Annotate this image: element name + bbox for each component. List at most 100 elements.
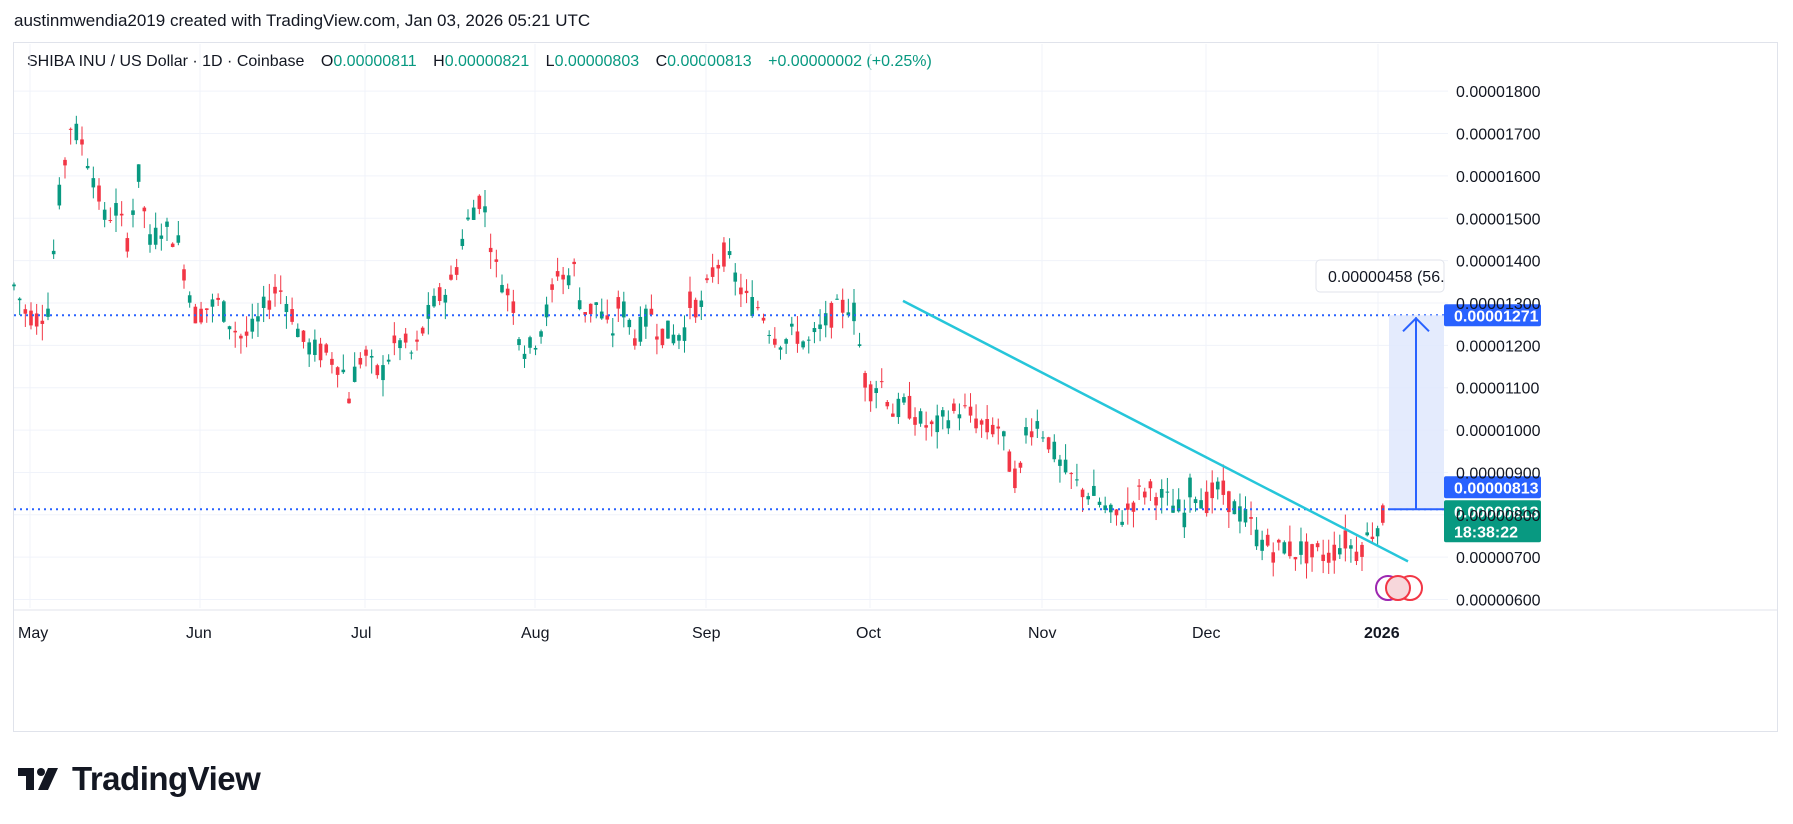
candle-down [364, 349, 368, 356]
candle-down [891, 413, 895, 417]
candle-up [835, 298, 839, 300]
low-value: 0.00000803 [554, 53, 640, 70]
candle-down [335, 367, 340, 375]
symbol-title[interactable]: SHIBA INU / US Dollar · 1D · Coinbase [27, 53, 305, 70]
price-tick-label: 0.00001500 [1456, 211, 1541, 228]
candle-down [840, 299, 845, 313]
candle-up [369, 355, 374, 358]
candle-up [644, 308, 648, 327]
tradingview-brand[interactable]: TradingView [18, 760, 261, 798]
candle-down [1310, 544, 1314, 558]
candle-up [74, 123, 79, 141]
measure-bottom-price-badge-box [1444, 476, 1541, 499]
candle-up [946, 420, 951, 429]
candle-down [454, 267, 459, 275]
open-value: 0.00000811 [333, 53, 417, 70]
candle-up [261, 296, 266, 308]
candle-up [544, 304, 549, 318]
candle-down [1069, 473, 1074, 475]
candle-down [233, 330, 238, 333]
open-label: O [320, 53, 334, 70]
time-tick-label: Jul [351, 625, 371, 642]
measure-tooltip[interactable]: 0.00000458 (56. [1315, 259, 1445, 293]
candle-up [426, 304, 431, 319]
candle-up [500, 284, 504, 293]
candle-up [1232, 501, 1237, 515]
candle-up [1176, 499, 1181, 512]
price-tick-label: 0.00001800 [1456, 84, 1541, 101]
price-tick-label: 0.00001300 [1456, 296, 1541, 313]
candle-up [295, 328, 300, 338]
candle-up [784, 339, 788, 344]
candle-down [885, 401, 890, 407]
candle-up [823, 313, 828, 326]
time-tick-label: Dec [1192, 625, 1220, 642]
candle-down [633, 338, 637, 346]
candle-down [437, 287, 442, 302]
time-tick-label: Sep [692, 625, 721, 642]
candle-down [1354, 551, 1359, 562]
candle-down [716, 264, 721, 269]
measure-top-price-badge-text: 0.00001271 [1454, 308, 1539, 325]
candle-down [1013, 468, 1017, 489]
candle-up [857, 344, 862, 346]
trendline [902, 299, 1409, 563]
low-label: L [545, 53, 555, 70]
candle-down [605, 315, 610, 320]
candle-down [119, 213, 124, 216]
candle-up [460, 238, 465, 246]
candle-down [23, 309, 28, 314]
candle-down [1276, 539, 1281, 543]
candle-down [1018, 462, 1023, 468]
measure-bottom-price-badge[interactable]: 0.00000813 [1444, 476, 1541, 499]
candle-down [29, 310, 33, 326]
candle-down [40, 320, 45, 324]
price-tick-label: 0.00001600 [1456, 169, 1541, 186]
candle-down [1142, 491, 1147, 498]
candle-down [555, 271, 560, 277]
candle-up [677, 335, 681, 341]
candle-down [913, 417, 917, 425]
last-price-badge[interactable]: 0.00000813 18:38:22 [1444, 500, 1541, 543]
candle-up [1086, 496, 1091, 500]
last-price-badge-text: 18:38:22 [1454, 524, 1518, 541]
tradingview-logo-icon [18, 768, 58, 790]
candle-down [722, 242, 726, 267]
candle-up [622, 301, 626, 318]
candle-up [131, 210, 135, 215]
candle-up [1365, 532, 1369, 536]
high-label: H [433, 53, 445, 70]
candle-up [313, 339, 317, 355]
candle-up [682, 327, 687, 341]
candle-up [46, 308, 50, 317]
candle-down [449, 274, 453, 280]
drawings-group: 0.00000458 (56.0.000012710.000008130.000… [14, 259, 1541, 601]
candle-up [1299, 541, 1303, 555]
chart-frame[interactable] [13, 42, 1778, 732]
measure-top-price-badge[interactable]: 0.00001271 [1444, 304, 1541, 327]
candle-up [1238, 506, 1242, 522]
candle-up [1199, 500, 1203, 509]
close-value: 0.00000813 [667, 53, 752, 70]
candle-down [1321, 554, 1325, 562]
candle-down [688, 291, 692, 308]
candle-up [398, 340, 402, 349]
candle-down [68, 128, 73, 130]
candle-up [250, 318, 255, 332]
candle-down [739, 287, 743, 295]
candle-down [1046, 437, 1051, 450]
candle-up [1002, 431, 1006, 437]
time-axis[interactable]: May Jun Jul Aug Sep Oct Nov Dec 2026 [14, 609, 1778, 642]
candle-down [561, 274, 565, 280]
price-axis[interactable]: 0.00001800 0.00001700 0.00001600 0.00001500… [1456, 84, 1541, 609]
high-value: 0.00000821 [444, 53, 530, 70]
us-flag-event-icon[interactable] [1375, 575, 1423, 601]
candle-up [1282, 542, 1287, 554]
candle-up [577, 300, 582, 310]
candle-down [588, 303, 593, 315]
candle-down [392, 335, 397, 344]
candle-down [990, 424, 995, 435]
candle-up [940, 410, 945, 417]
candle-up [114, 203, 118, 216]
